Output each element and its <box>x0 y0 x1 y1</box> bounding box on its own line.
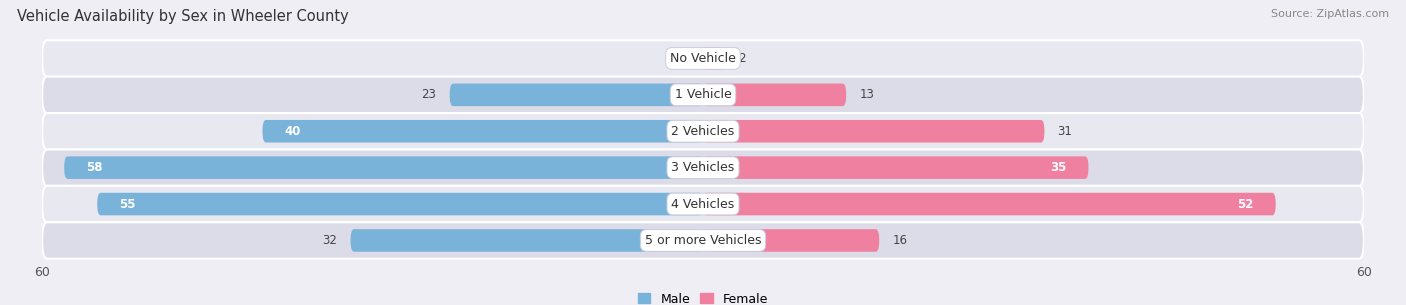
FancyBboxPatch shape <box>42 113 1364 149</box>
Text: 5 or more Vehicles: 5 or more Vehicles <box>645 234 761 247</box>
FancyBboxPatch shape <box>703 156 1088 179</box>
FancyBboxPatch shape <box>703 193 1275 215</box>
FancyBboxPatch shape <box>42 222 1364 259</box>
FancyBboxPatch shape <box>97 193 703 215</box>
Text: 2 Vehicles: 2 Vehicles <box>672 125 734 138</box>
Text: No Vehicle: No Vehicle <box>671 52 735 65</box>
Text: 58: 58 <box>86 161 103 174</box>
FancyBboxPatch shape <box>350 229 703 252</box>
FancyBboxPatch shape <box>42 186 1364 222</box>
Text: 3 Vehicles: 3 Vehicles <box>672 161 734 174</box>
Text: 35: 35 <box>1050 161 1066 174</box>
FancyBboxPatch shape <box>703 84 846 106</box>
Text: Vehicle Availability by Sex in Wheeler County: Vehicle Availability by Sex in Wheeler C… <box>17 9 349 24</box>
FancyBboxPatch shape <box>703 47 725 70</box>
Text: 55: 55 <box>120 198 136 210</box>
Text: 2: 2 <box>738 52 745 65</box>
Text: 23: 23 <box>422 88 436 101</box>
Text: 1 Vehicle: 1 Vehicle <box>675 88 731 101</box>
Text: 13: 13 <box>859 88 875 101</box>
Text: 16: 16 <box>893 234 907 247</box>
Text: 52: 52 <box>1237 198 1254 210</box>
FancyBboxPatch shape <box>42 40 1364 77</box>
Text: 4 Vehicles: 4 Vehicles <box>672 198 734 210</box>
FancyBboxPatch shape <box>263 120 703 142</box>
FancyBboxPatch shape <box>450 84 703 106</box>
Text: 32: 32 <box>322 234 337 247</box>
FancyBboxPatch shape <box>703 229 879 252</box>
FancyBboxPatch shape <box>42 149 1364 186</box>
Text: 0: 0 <box>682 52 690 65</box>
Text: 31: 31 <box>1057 125 1073 138</box>
Legend: Male, Female: Male, Female <box>638 293 768 305</box>
Text: 40: 40 <box>284 125 301 138</box>
FancyBboxPatch shape <box>42 77 1364 113</box>
Text: Source: ZipAtlas.com: Source: ZipAtlas.com <box>1271 9 1389 19</box>
FancyBboxPatch shape <box>65 156 703 179</box>
FancyBboxPatch shape <box>703 120 1045 142</box>
